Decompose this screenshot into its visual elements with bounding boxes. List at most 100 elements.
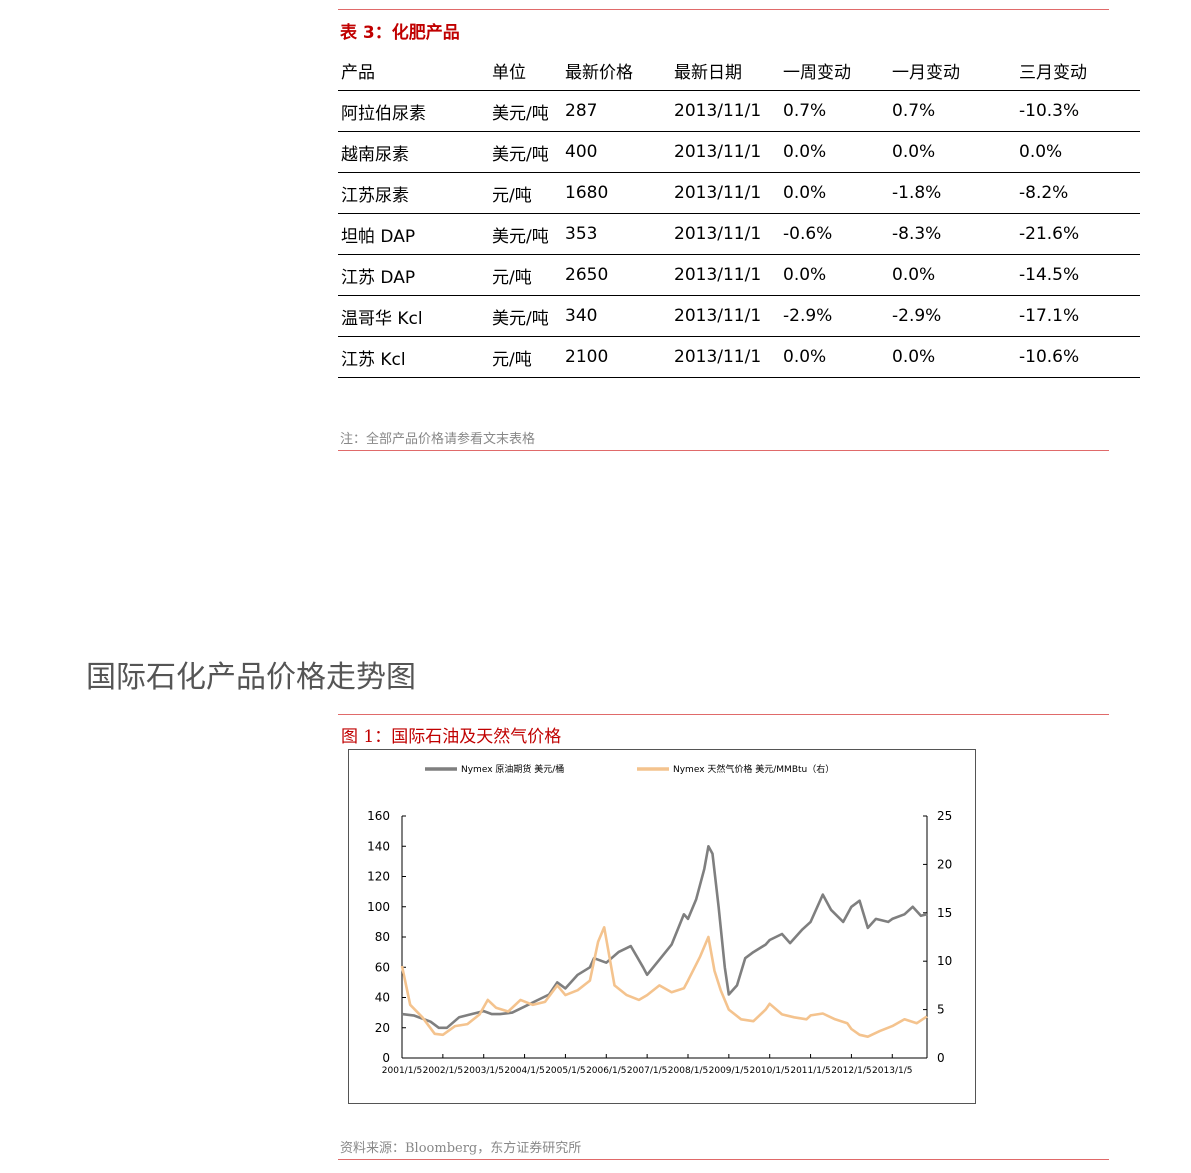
table-cell: 0.0%	[889, 131, 1016, 173]
table-cell: 1680	[562, 172, 671, 214]
table-row: 温哥华 Kcl 美元/吨 340 2013/11/1 -2.9% -2.9% -…	[338, 295, 1140, 337]
figure-top-rule	[338, 714, 1109, 715]
table-cell: 2013/11/1	[671, 172, 780, 214]
table-cell: 2013/11/1	[671, 336, 780, 378]
table-cell: 0.0%	[889, 254, 1016, 296]
table-cell: 温哥华 Kcl	[338, 295, 489, 337]
table-cell: 坦帕 DAP	[338, 213, 489, 255]
table-cell: 美元/吨	[489, 295, 562, 337]
table-row: 越南尿素 美元/吨 400 2013/11/1 0.0% 0.0% 0.0%	[338, 131, 1140, 173]
table-cell: 江苏 DAP	[338, 254, 489, 296]
right-y-tick-label: 5	[937, 1003, 945, 1017]
x-tick-label: 2008/1/5	[668, 1066, 708, 1076]
table-cell: -10.3%	[1016, 90, 1140, 132]
table-cell: -8.3%	[889, 213, 1016, 255]
table-title: 表 3：化肥产品	[340, 23, 460, 43]
left-y-tick-label: 0	[382, 1051, 390, 1065]
x-tick-label: 2005/1/5	[545, 1066, 585, 1076]
header-cell: 最新价格	[565, 62, 633, 83]
figure-bottom-rule	[338, 1159, 1109, 1160]
table-bottom-rule	[338, 450, 1109, 451]
table-cell: 2013/11/1	[671, 213, 780, 255]
table-cell: 江苏尿素	[338, 172, 489, 214]
table-row: 江苏尿素 元/吨 1680 2013/11/1 0.0% -1.8% -8.2%	[338, 172, 1140, 214]
x-tick-label: 2002/1/5	[423, 1066, 463, 1076]
table-cell: -17.1%	[1016, 295, 1140, 337]
left-y-tick-label: 60	[375, 960, 390, 974]
table-header-row: 产品 单位 最新价格 最新日期 一周变动 一月变动 三月变动	[338, 50, 1140, 91]
legend-label: Nymex 原油期货 美元/桶	[461, 763, 564, 775]
x-tick-label: 2006/1/5	[586, 1066, 626, 1076]
table-cell: 2650	[562, 254, 671, 296]
left-y-tick-label: 20	[375, 1021, 390, 1035]
table-cell: 353	[562, 213, 671, 255]
table-cell: -1.8%	[889, 172, 1016, 214]
right-y-tick-label: 10	[937, 954, 952, 968]
header-cell: 三月变动	[1019, 62, 1087, 83]
header-cell: 一周变动	[783, 62, 851, 83]
table-cell: 0.0%	[780, 254, 889, 296]
right-y-tick-label: 25	[937, 809, 952, 823]
series-line-crude-oil	[401, 845, 928, 1030]
left-y-tick-label: 160	[367, 809, 390, 823]
table-cell: 美元/吨	[489, 131, 562, 173]
table-cell: 江苏 Kcl	[338, 336, 489, 378]
table-cell: -21.6%	[1016, 213, 1140, 255]
table-cell: 2100	[562, 336, 671, 378]
table-cell: -2.9%	[780, 295, 889, 337]
table-cell: 元/吨	[489, 172, 562, 214]
table-row: 江苏 Kcl 元/吨 2100 2013/11/1 0.0% 0.0% -10.…	[338, 336, 1140, 378]
series-line-natural-gas	[400, 926, 928, 1039]
right-y-tick-label: 0	[937, 1051, 945, 1065]
table-top-rule	[338, 9, 1109, 10]
table-cell: 美元/吨	[489, 90, 562, 132]
table-row: 阿拉伯尿素 美元/吨 287 2013/11/1 0.7% 0.7% -10.3…	[338, 90, 1140, 132]
header-cell: 产品	[341, 62, 375, 83]
table-cell: 2013/11/1	[671, 90, 780, 132]
table-cell: 0.0%	[780, 336, 889, 378]
x-tick-label: 2012/1/5	[831, 1066, 871, 1076]
table-cell: 元/吨	[489, 336, 562, 378]
x-tick-label: 2001/1/5	[382, 1066, 422, 1076]
table-row: 江苏 DAP 元/吨 2650 2013/11/1 0.0% 0.0% -14.…	[338, 254, 1140, 296]
left-y-tick-label: 40	[375, 991, 390, 1005]
figure-title: 图 1：国际石油及天然气价格	[341, 727, 562, 747]
x-tick-label: 2004/1/5	[504, 1066, 544, 1076]
table-cell: 0.7%	[889, 90, 1016, 132]
x-tick-label: 2003/1/5	[464, 1066, 504, 1076]
table-cell: 0.0%	[889, 336, 1016, 378]
left-y-tick-label: 100	[367, 900, 390, 914]
table-cell: 0.7%	[780, 90, 889, 132]
table-cell: 0.0%	[1016, 131, 1140, 173]
header-cell: 一月变动	[892, 62, 960, 83]
table-cell: 阿拉伯尿素	[338, 90, 489, 132]
header-cell: 最新日期	[674, 62, 742, 83]
table-cell: 0.0%	[780, 172, 889, 214]
table-cell: 元/吨	[489, 254, 562, 296]
table-cell: 2013/11/1	[671, 295, 780, 337]
chart-frame: 0 20 40 60 80 100 120 140 160 0 5 10 15 20 25 2001/1/5 2…	[348, 749, 976, 1104]
table-cell: 287	[562, 90, 671, 132]
table-cell: 2013/11/1	[671, 254, 780, 296]
table-cell: -0.6%	[780, 213, 889, 255]
header-cell: 单位	[492, 62, 526, 83]
table-cell: -14.5%	[1016, 254, 1140, 296]
table-cell: 400	[562, 131, 671, 173]
left-y-tick-label: 140	[367, 839, 390, 853]
x-tick-label: 2009/1/5	[709, 1066, 749, 1076]
fertilizer-table: 产品 单位 最新价格 最新日期 一周变动 一月变动 三月变动 阿拉伯尿素 美元/…	[338, 50, 1140, 378]
table-cell: 340	[562, 295, 671, 337]
table-row: 坦帕 DAP 美元/吨 353 2013/11/1 -0.6% -8.3% -2…	[338, 213, 1140, 255]
left-y-tick-label: 80	[375, 930, 390, 944]
left-y-tick-label: 120	[367, 870, 390, 884]
x-tick-label: 2010/1/5	[749, 1066, 789, 1076]
x-tick-label: 2011/1/5	[790, 1066, 830, 1076]
x-tick-label: 2013/1/5	[872, 1066, 912, 1076]
figure-source: 资料来源：Bloomberg，东方证券研究所	[340, 1141, 582, 1156]
right-y-tick-label: 15	[937, 906, 952, 920]
legend-label: Nymex 天然气价格 美元/MMBtu（右）	[673, 763, 834, 775]
table-note: 注：全部产品价格请参看文末表格	[340, 432, 536, 447]
table-cell: -10.6%	[1016, 336, 1140, 378]
x-tick-label: 2007/1/5	[627, 1066, 667, 1076]
